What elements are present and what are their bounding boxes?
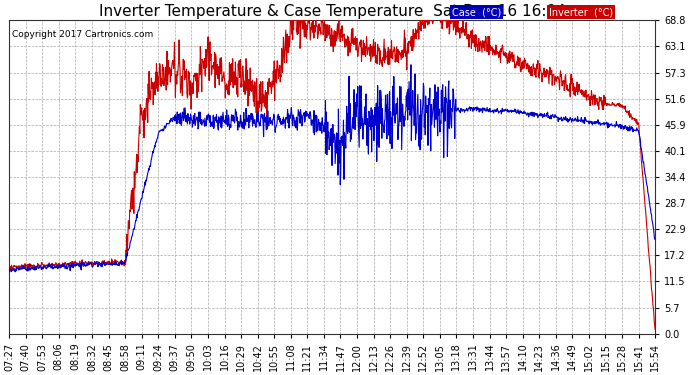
Title: Inverter Temperature & Case Temperature  Sat Dec 16 16:04: Inverter Temperature & Case Temperature … [99, 4, 566, 19]
Text: Inverter  (°C): Inverter (°C) [549, 7, 613, 17]
Text: Case  (°C): Case (°C) [452, 7, 501, 17]
Text: Copyright 2017 Cartronics.com: Copyright 2017 Cartronics.com [12, 30, 154, 39]
